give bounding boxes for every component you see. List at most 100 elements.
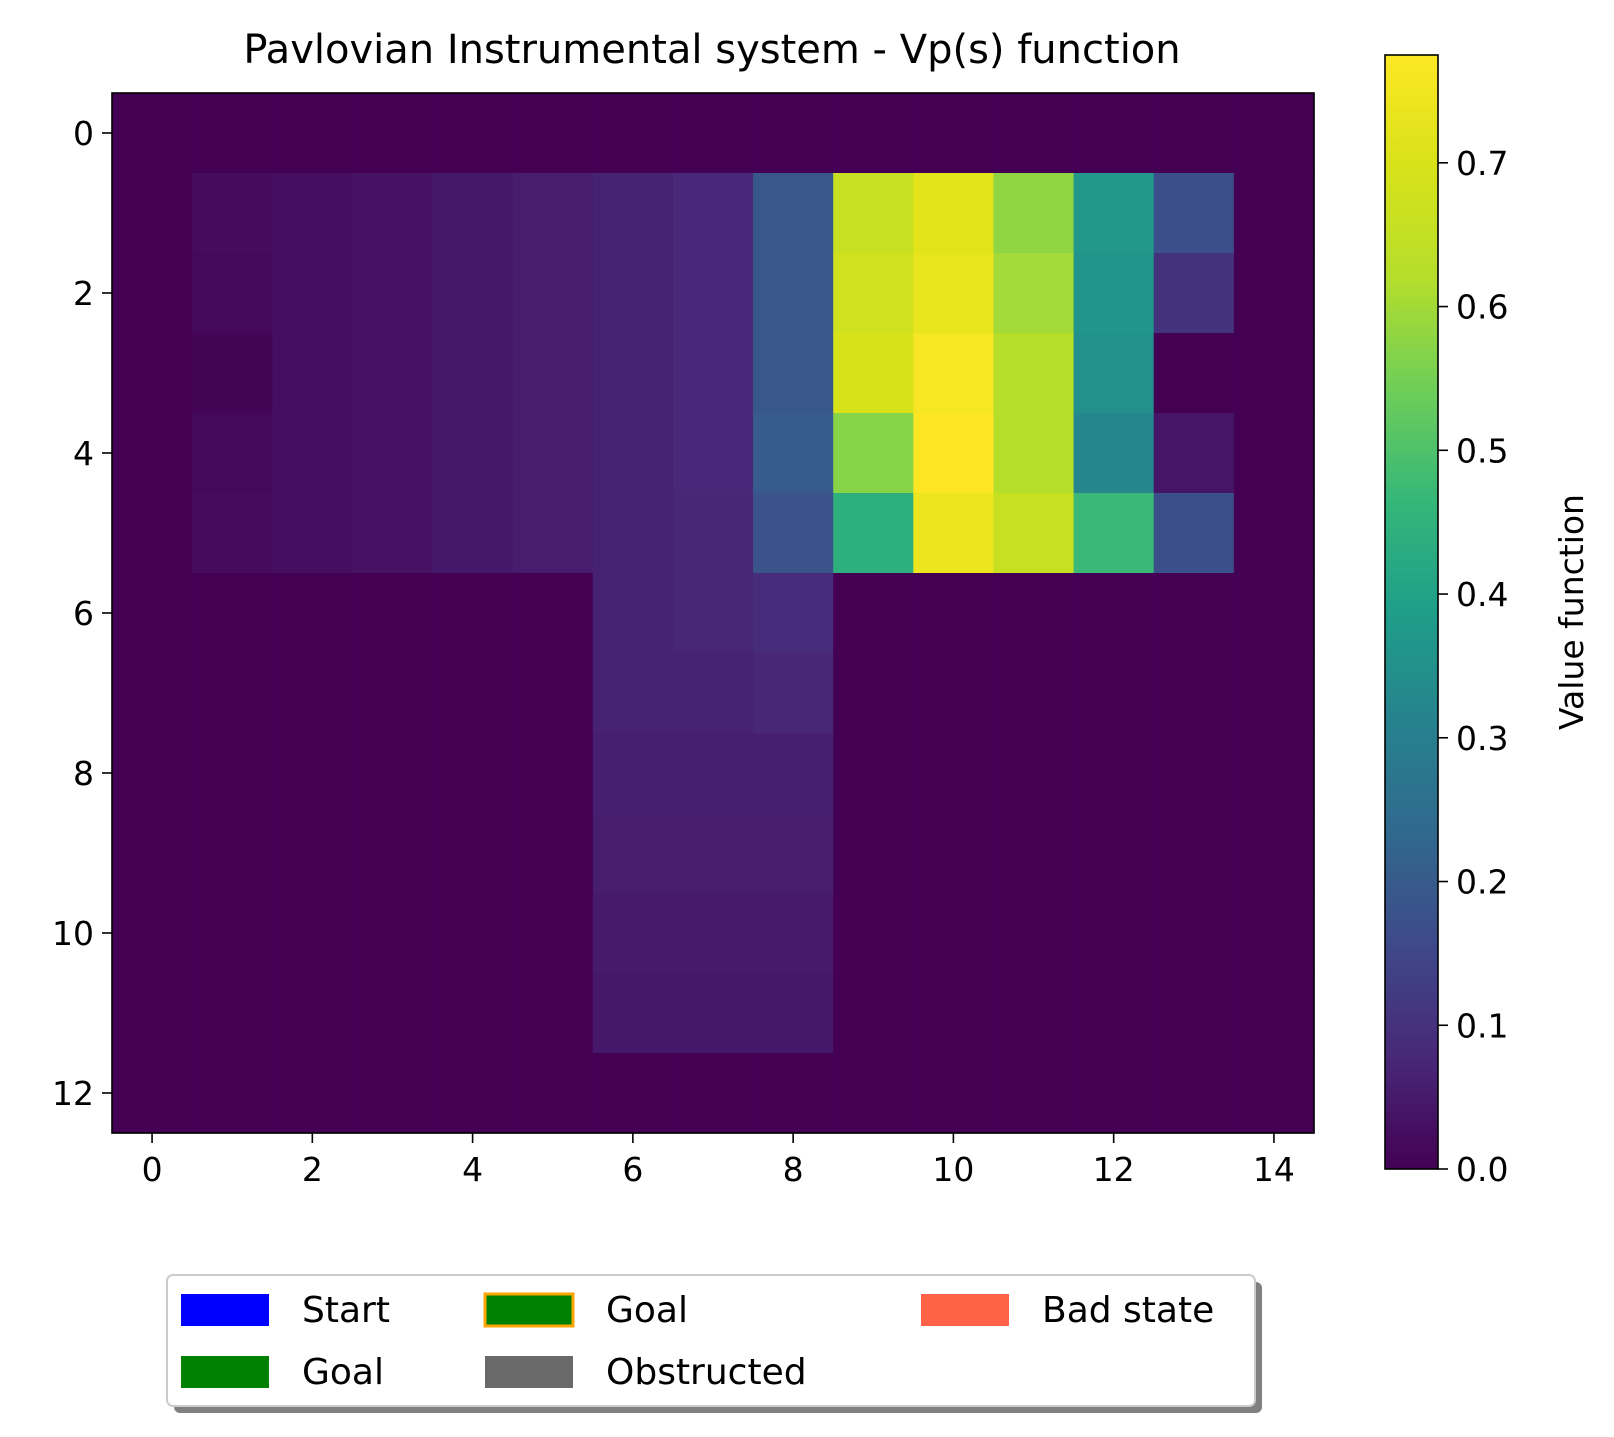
heatmap-cell bbox=[432, 973, 514, 1054]
heatmap-cell bbox=[592, 733, 674, 814]
heatmap-cell bbox=[272, 333, 353, 414]
heatmap-cell bbox=[1233, 93, 1315, 174]
heatmap-cell bbox=[272, 93, 353, 174]
heatmap-cell bbox=[753, 333, 834, 414]
colorbar-tick-label: 0.2 bbox=[1456, 863, 1508, 902]
heatmap-cell bbox=[1073, 333, 1155, 414]
heatmap-cell bbox=[993, 333, 1075, 414]
heatmap-cell bbox=[192, 733, 273, 814]
heatmap-cell bbox=[1073, 493, 1155, 574]
heatmap-cell bbox=[753, 573, 834, 654]
x-tick-label: 0 bbox=[142, 1150, 163, 1189]
legend-label: Goal bbox=[302, 1352, 384, 1393]
heatmap-cell bbox=[1153, 893, 1235, 974]
heatmap-cell bbox=[913, 173, 995, 254]
heatmap-cell bbox=[432, 573, 514, 654]
heatmap-cell bbox=[272, 1053, 353, 1134]
heatmap-cell bbox=[512, 653, 594, 734]
heatmap-cell bbox=[672, 333, 754, 414]
heatmap-cell bbox=[352, 653, 434, 734]
heatmap-cell bbox=[592, 573, 674, 654]
heatmap-cell bbox=[993, 813, 1075, 894]
heatmap-cell bbox=[1153, 733, 1235, 814]
heatmap-cell bbox=[272, 573, 353, 654]
heatmap-cell bbox=[913, 93, 995, 174]
heatmap-cell bbox=[753, 893, 834, 974]
heatmap-cell bbox=[672, 973, 754, 1054]
y-tick-label: 4 bbox=[73, 434, 94, 473]
heatmap-cell bbox=[833, 813, 914, 894]
heatmap-cell bbox=[672, 413, 754, 494]
legend-label: Bad state bbox=[1042, 1290, 1214, 1331]
heatmap-cell bbox=[833, 893, 914, 974]
heatmap-cell bbox=[753, 733, 834, 814]
heatmap-cell bbox=[993, 653, 1075, 734]
heatmap-cell bbox=[913, 253, 995, 334]
y-axis: 0 2 4 6 8 10 12 bbox=[52, 114, 112, 1113]
y-tick-label: 8 bbox=[73, 754, 94, 793]
heatmap-cell bbox=[672, 253, 754, 334]
heatmap-cell bbox=[192, 813, 273, 894]
heatmap-cell bbox=[272, 813, 353, 894]
heatmap-cell bbox=[1073, 653, 1155, 734]
heatmap-cell bbox=[112, 333, 193, 414]
heatmap-cell bbox=[352, 333, 434, 414]
heatmap-cell bbox=[753, 1053, 834, 1134]
y-tick-label: 6 bbox=[73, 594, 94, 633]
heatmap-cell bbox=[913, 653, 995, 734]
heatmap-cell bbox=[432, 333, 514, 414]
heatmap-cell bbox=[1233, 813, 1315, 894]
heatmap-cell bbox=[913, 493, 995, 574]
legend-swatch bbox=[181, 1356, 269, 1388]
heatmap-cell bbox=[112, 893, 193, 974]
heatmap-cell bbox=[592, 493, 674, 574]
heatmap-cell bbox=[1073, 413, 1155, 494]
x-tick-label: 4 bbox=[462, 1150, 483, 1189]
heatmap-cell bbox=[352, 813, 434, 894]
heatmap-cell bbox=[993, 1053, 1075, 1134]
heatmap-cell bbox=[352, 93, 434, 174]
y-tick-label: 12 bbox=[52, 1074, 94, 1113]
heatmap-cell bbox=[432, 813, 514, 894]
heatmap-cell bbox=[112, 93, 193, 174]
heatmap-cell bbox=[1233, 173, 1315, 254]
heatmap-cell bbox=[272, 733, 353, 814]
chart-title: Pavlovian Instrumental system - Vp(s) fu… bbox=[243, 27, 1180, 73]
colorbar-tick-label: 0.7 bbox=[1456, 144, 1508, 183]
x-tick-label: 14 bbox=[1253, 1150, 1295, 1189]
heatmap-cell bbox=[993, 413, 1075, 494]
heatmap-cell bbox=[1153, 93, 1235, 174]
heatmap-cell bbox=[192, 653, 273, 734]
heatmap-cell bbox=[1073, 893, 1155, 974]
heatmap-cell bbox=[512, 813, 594, 894]
heatmap-cell bbox=[753, 973, 834, 1054]
heatmap-cell bbox=[272, 413, 353, 494]
heatmap-cell bbox=[352, 413, 434, 494]
heatmap-cell bbox=[1233, 973, 1315, 1054]
heatmap-cell bbox=[592, 93, 674, 174]
heatmap-cell bbox=[672, 1053, 754, 1134]
heatmap-cell bbox=[1153, 813, 1235, 894]
heatmap-cell bbox=[112, 173, 193, 254]
heatmap-cell bbox=[672, 893, 754, 974]
legend-label: Goal bbox=[606, 1290, 688, 1331]
heatmap-cell bbox=[993, 973, 1075, 1054]
legend-swatch bbox=[485, 1356, 573, 1388]
heatmap-cell bbox=[1233, 653, 1315, 734]
colorbar-tick-label: 0.1 bbox=[1456, 1006, 1508, 1045]
heatmap-cell bbox=[432, 413, 514, 494]
heatmap-cell bbox=[192, 253, 273, 334]
heatmap-cell bbox=[192, 173, 273, 254]
heatmap-cell bbox=[272, 973, 353, 1054]
heatmap-cell bbox=[112, 573, 193, 654]
heatmap-cell bbox=[913, 333, 995, 414]
heatmap-cell bbox=[192, 93, 273, 174]
heatmap-cell bbox=[112, 973, 193, 1054]
heatmap-cell bbox=[432, 893, 514, 974]
heatmap-cell bbox=[672, 813, 754, 894]
colorbar-tick-label: 0.3 bbox=[1456, 719, 1508, 758]
heatmap-cell bbox=[1233, 333, 1315, 414]
colorbar-label: Value function bbox=[1552, 494, 1591, 730]
heatmap-cell bbox=[1153, 1053, 1235, 1134]
heatmap-cell bbox=[1233, 733, 1315, 814]
